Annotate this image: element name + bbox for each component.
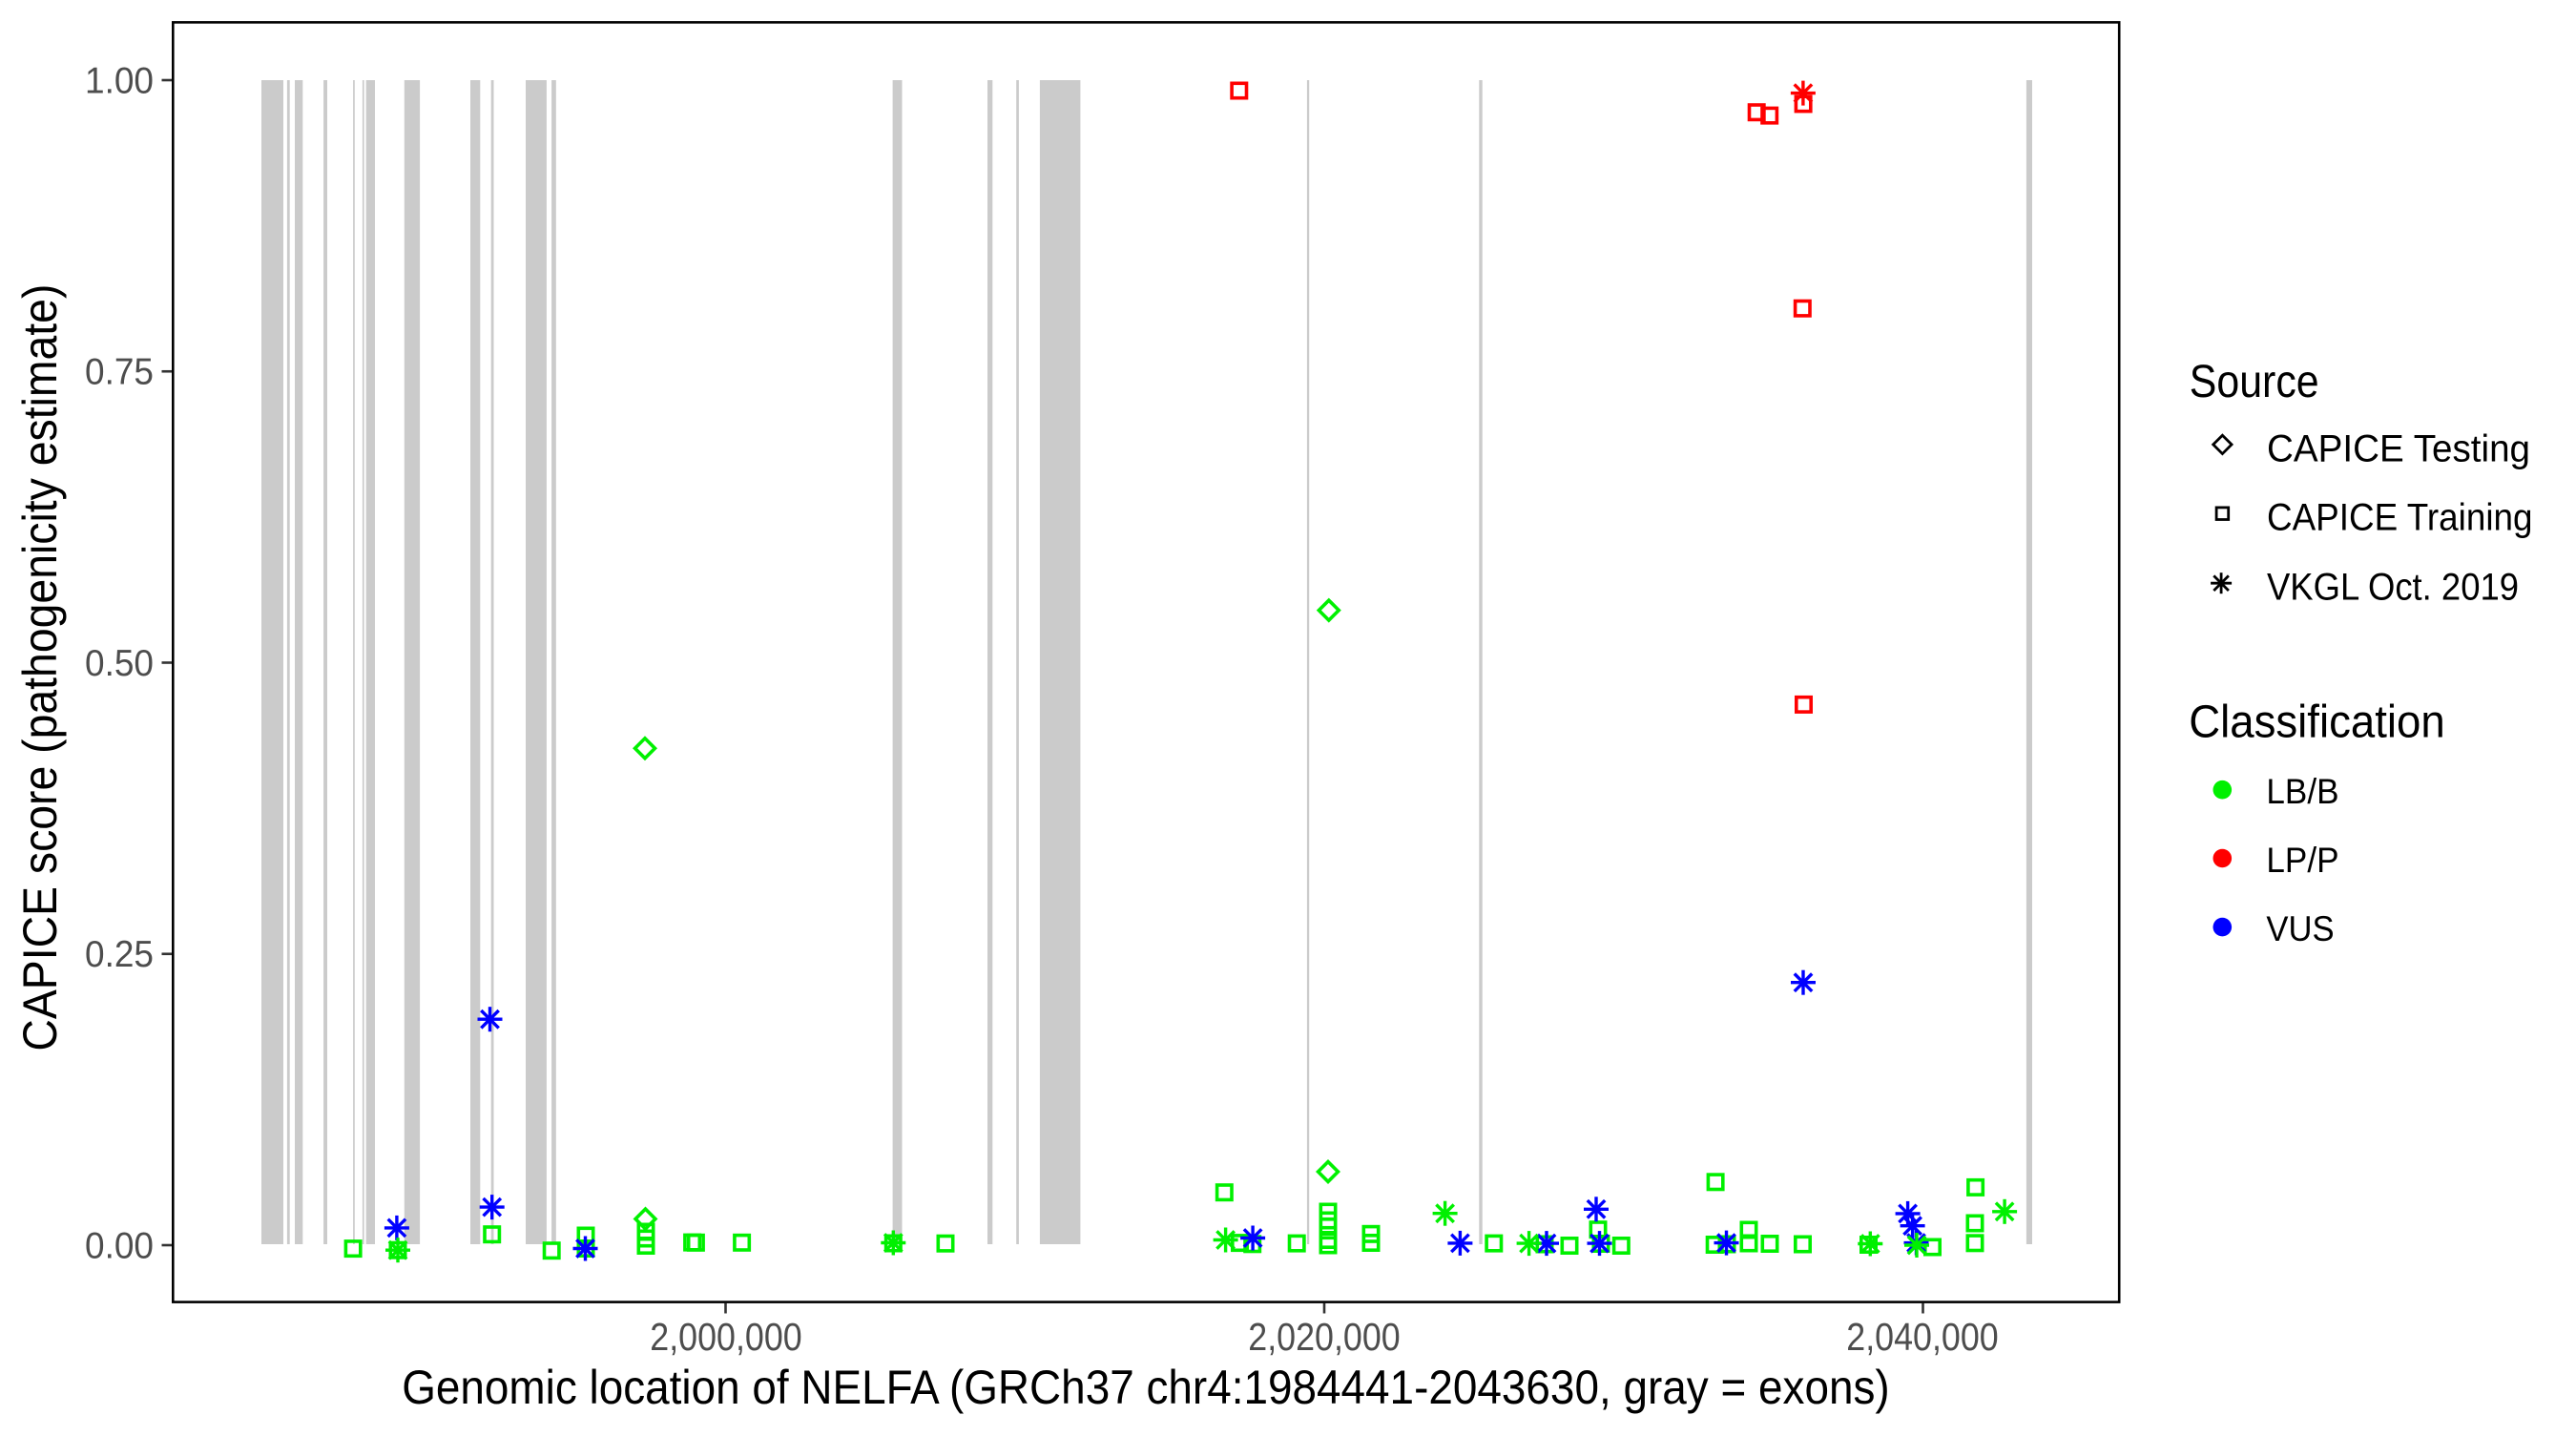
svg-text:0.25: 0.25 (85, 934, 154, 975)
svg-text:VUS: VUS (2266, 909, 2334, 948)
svg-text:LP/P: LP/P (2266, 841, 2338, 880)
svg-text:0.00: 0.00 (85, 1225, 154, 1266)
svg-text:CAPICE score (pathogenicity es: CAPICE score (pathogenicity estimate) (13, 284, 67, 1051)
svg-text:0.50: 0.50 (85, 643, 154, 684)
svg-text:CAPICE Testing: CAPICE Testing (2267, 427, 2530, 469)
svg-text:2,000,000: 2,000,000 (650, 1315, 801, 1359)
svg-text:Source: Source (2190, 357, 2319, 407)
svg-text:CAPICE Training: CAPICE Training (2267, 497, 2533, 539)
svg-text:VKGL Oct. 2019: VKGL Oct. 2019 (2267, 567, 2519, 609)
svg-text:2,020,000: 2,020,000 (1248, 1315, 1400, 1359)
svg-text:Genomic location of NELFA (GRC: Genomic location of NELFA (GRCh37 chr4:1… (402, 1361, 1890, 1414)
svg-text:0.75: 0.75 (85, 352, 154, 393)
svg-text:LB/B: LB/B (2266, 772, 2338, 811)
svg-text:2,040,000: 2,040,000 (1846, 1315, 1998, 1359)
svg-text:1.00: 1.00 (85, 60, 154, 101)
svg-text:Classification: Classification (2189, 697, 2445, 748)
